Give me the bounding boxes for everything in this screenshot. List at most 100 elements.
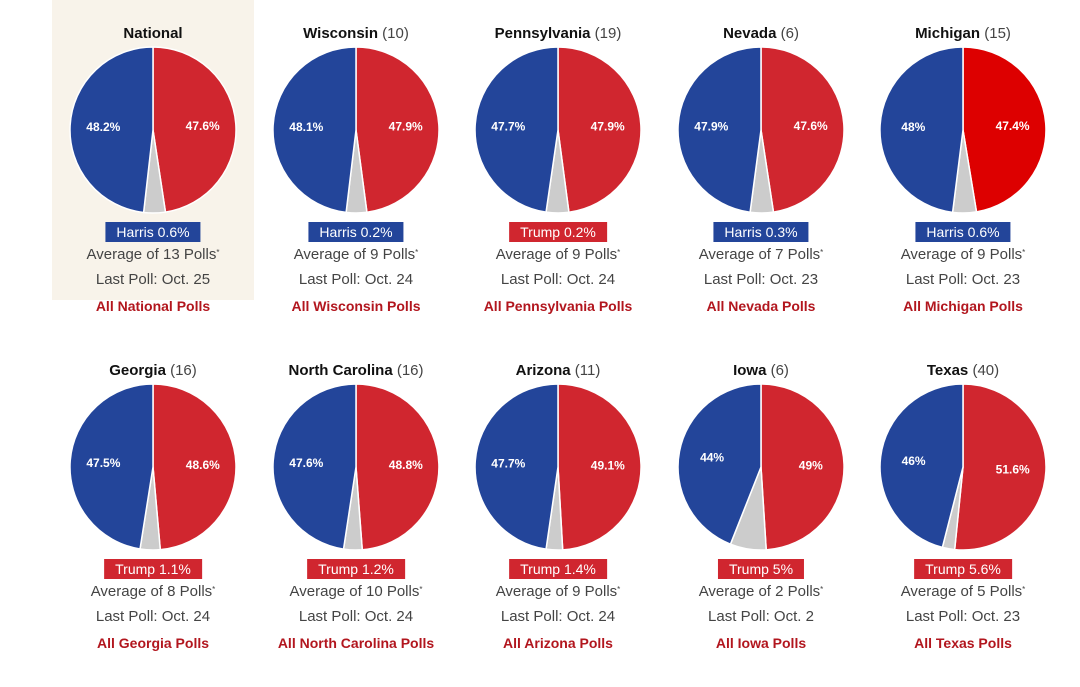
- all-polls-link-north-carolina[interactable]: All North Carolina Polls: [277, 635, 435, 651]
- trump-slice: [760, 46, 845, 213]
- harris-label: 44%: [700, 451, 724, 465]
- footnote-mark: *: [419, 585, 423, 594]
- poll-average: Average of 7 Polls*: [660, 245, 862, 265]
- pie-chart: 47.9% 47.7%: [474, 46, 642, 214]
- harris-slice: [677, 383, 762, 545]
- harris-label: 48.2%: [86, 120, 120, 134]
- electoral-votes: (11): [570, 362, 601, 379]
- lead-badge: Trump 0.2%: [509, 222, 607, 242]
- footnote-mark: *: [617, 248, 621, 257]
- poll-average-text: Average of 9 Polls: [293, 246, 416, 263]
- electoral-votes: (15): [980, 25, 1011, 42]
- harris-label: 47.6%: [289, 456, 323, 470]
- harris-slice: [272, 383, 357, 550]
- electoral-votes: (10): [378, 25, 409, 42]
- state-name: Georgia: [109, 362, 166, 379]
- poll-average-text: Average of 5 Polls: [900, 583, 1023, 600]
- footnote-mark: *: [617, 585, 621, 594]
- lead-badge: Harris 0.6%: [915, 222, 1011, 242]
- electoral-votes: (16): [165, 362, 197, 379]
- poll-average: Average of 9 Polls*: [255, 245, 457, 265]
- harris-slice: [69, 46, 154, 214]
- poll-card-national: National 47.6% 48.2% Harris 0.6% Average of …: [52, 0, 254, 314]
- card-title: Iowa (6): [660, 361, 862, 381]
- trump-label: 47.9%: [591, 120, 625, 134]
- poll-average-text: Average of 2 Polls: [698, 583, 821, 600]
- all-polls-link-michigan[interactable]: All Michigan Polls: [903, 298, 1023, 314]
- electoral-votes: (16): [392, 362, 424, 379]
- electoral-votes: (6): [776, 25, 799, 42]
- state-name: Arizona: [515, 362, 571, 379]
- poll-average: Average of 9 Polls*: [862, 245, 1064, 265]
- trump-slice: [355, 383, 440, 551]
- state-name: Pennsylvania: [494, 25, 591, 42]
- state-name: North Carolina: [288, 362, 393, 379]
- poll-card-pennsylvania: Pennsylvania (19) 47.9% 47.7% Trump 0.2% Ave…: [457, 0, 659, 314]
- last-poll-date: Last Poll: Oct. 23: [905, 608, 1021, 625]
- poll-average-text: Average of 10 Polls: [289, 583, 420, 600]
- pie-chart: 51.6% 46%: [879, 383, 1047, 551]
- card-title: North Carolina (16): [255, 361, 457, 381]
- last-poll-date: Last Poll: Oct. 2: [708, 608, 814, 625]
- harris-slice: [272, 46, 357, 214]
- pie-chart: 48.6% 47.5%: [69, 383, 237, 551]
- footnote-mark: *: [1022, 585, 1026, 594]
- all-polls-link-georgia[interactable]: All Georgia Polls: [96, 635, 210, 651]
- trump-slice: [557, 383, 642, 551]
- state-name: Iowa: [733, 362, 767, 379]
- trump-slice: [760, 383, 845, 551]
- footnote-mark: *: [820, 248, 824, 257]
- trump-label: 48.8%: [389, 458, 423, 472]
- card-title: Michigan (15): [862, 24, 1064, 44]
- poll-average: Average of 2 Polls*: [660, 582, 862, 602]
- poll-card-north-carolina: North Carolina (16) 48.8% 47.6% Trump 1.2% A…: [255, 337, 457, 651]
- trump-slice: [557, 46, 642, 214]
- pie-chart: 47.6% 47.9%: [677, 46, 845, 214]
- pie-chart: 47.9% 48.1%: [272, 46, 440, 214]
- electoral-votes: (6): [766, 362, 789, 379]
- lead-badge: Harris 0.2%: [308, 222, 404, 242]
- trump-label: 49%: [799, 458, 823, 472]
- harris-label: 47.7%: [491, 456, 525, 470]
- footnote-mark: *: [820, 585, 824, 594]
- last-poll-date: Last Poll: Oct. 24: [500, 608, 616, 625]
- pie-chart: 47.6% 48.2%: [69, 46, 237, 214]
- harris-label: 47.9%: [694, 120, 728, 134]
- pie-chart: 49% 44%: [677, 383, 845, 551]
- lead-badge: Trump 5%: [717, 559, 805, 579]
- card-title: Pennsylvania (19): [457, 24, 659, 44]
- lead-badge: Trump 1.1%: [104, 559, 202, 579]
- all-polls-link-iowa[interactable]: All Iowa Polls: [715, 635, 807, 651]
- footnote-mark: *: [415, 248, 419, 257]
- trump-slice: [152, 46, 237, 213]
- harris-slice: [879, 383, 964, 549]
- poll-card-wisconsin: Wisconsin (10) 47.9% 48.1% Harris 0.2% Avera…: [255, 0, 457, 314]
- trump-label: 49.1%: [591, 459, 625, 473]
- card-title: Nevada (6): [660, 24, 862, 44]
- poll-card-georgia: Georgia (16) 48.6% 47.5% Trump 1.1% Average …: [52, 337, 254, 651]
- trump-slice: [355, 46, 440, 214]
- harris-label: 48.1%: [289, 120, 323, 134]
- trump-slice: [953, 383, 1047, 551]
- last-poll-date: Last Poll: Oct. 24: [500, 271, 616, 288]
- card-title: Texas (40): [862, 361, 1064, 381]
- poll-average: Average of 9 Polls*: [457, 245, 659, 265]
- poll-average-text: Average of 9 Polls: [900, 246, 1023, 263]
- state-name: Wisconsin: [303, 25, 379, 42]
- trump-label: 51.6%: [996, 463, 1030, 477]
- all-polls-link-pennsylvania[interactable]: All Pennsylvania Polls: [483, 298, 633, 314]
- harris-label: 47.5%: [86, 456, 120, 470]
- poll-average: Average of 8 Polls*: [52, 582, 254, 602]
- footnote-mark: *: [212, 585, 216, 594]
- all-polls-link-texas[interactable]: All Texas Polls: [914, 635, 1012, 651]
- all-polls-link-arizona[interactable]: All Arizona Polls: [503, 635, 613, 651]
- all-polls-link-nevada[interactable]: All Nevada Polls: [706, 298, 816, 314]
- card-title: National: [52, 24, 254, 44]
- all-polls-link-wisconsin[interactable]: All Wisconsin Polls: [291, 298, 421, 314]
- all-polls-link-national[interactable]: All National Polls: [95, 298, 211, 314]
- trump-label: 48.6%: [186, 458, 220, 472]
- last-poll-date: Last Poll: Oct. 23: [905, 271, 1021, 288]
- harris-slice: [879, 46, 964, 214]
- card-title: Arizona (11): [457, 361, 659, 381]
- pie-chart: 48.8% 47.6%: [272, 383, 440, 551]
